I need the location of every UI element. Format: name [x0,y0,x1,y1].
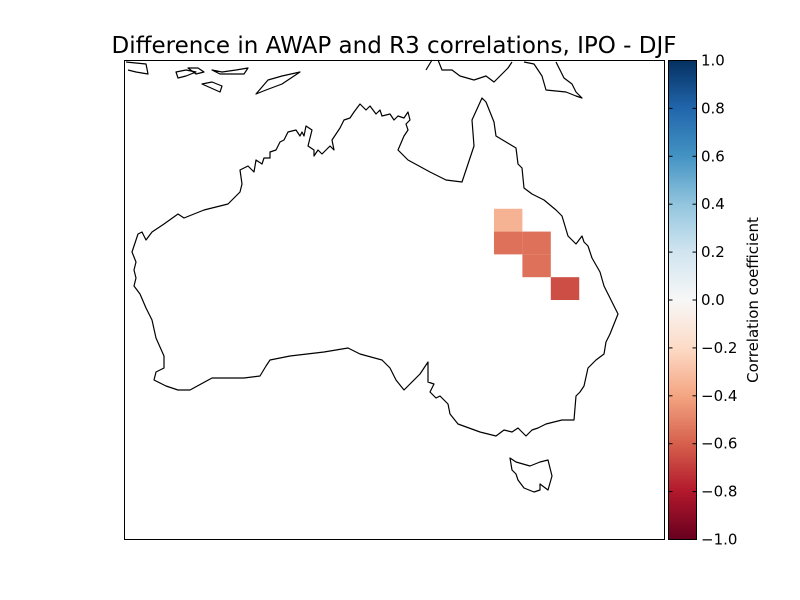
new-guinea-coastline [425,59,583,99]
colorbar-tick-label: 1.0 [701,52,725,70]
timor-coastline [255,71,301,95]
colorbar-tick-label: 0.2 [701,243,725,261]
grid-cell-2 [493,231,523,255]
java-coastline [125,61,149,75]
tasmania-coastline [509,457,553,493]
colorbar: 1.0 0.8 0.6 0.4 0.2 0.0 −0.2 −0.4 −0.6 −0.8 −1.0 C… [668,52,762,549]
mainland-australia-coastline [131,97,619,437]
indonesia-island-1 [175,69,197,79]
colorbar-tick-label: 0.6 [701,147,725,165]
colorbar-tick-label: 0.0 [701,291,725,309]
grid-cell-3 [522,231,551,255]
colorbar-tick-label: 0.8 [701,99,725,117]
colorbar-tick-label: −0.6 [701,435,737,453]
indonesia-island-2 [187,67,205,75]
colorbar-tick-label: 0.4 [701,195,725,213]
grid-cell-4 [522,254,551,278]
colorbar-tick-label: −0.8 [701,483,737,501]
correlation-cells [493,208,580,300]
indonesia-island-3 [211,67,249,75]
map-background [124,60,665,540]
map-frame [124,60,665,540]
grid-cell-5 [550,277,580,300]
map-panel [124,59,665,540]
colorbar-tick-label: −0.2 [701,339,737,357]
coastline [125,59,619,493]
colorbar-ticks: 1.0 0.8 0.6 0.4 0.2 0.0 −0.2 −0.4 −0.6 −0.8 −1.0 [668,52,737,549]
colorbar-tick-label: −1.0 [701,531,737,549]
indonesia-island-4 [201,81,223,93]
map-title: Difference in AWAP and R3 correlations, … [112,33,677,59]
colorbar-label: Correlation coefficient [744,217,762,383]
colorbar-gradient [668,60,697,540]
grid-cell-1 [493,208,523,232]
colorbar-tick-label: −0.4 [701,387,737,405]
